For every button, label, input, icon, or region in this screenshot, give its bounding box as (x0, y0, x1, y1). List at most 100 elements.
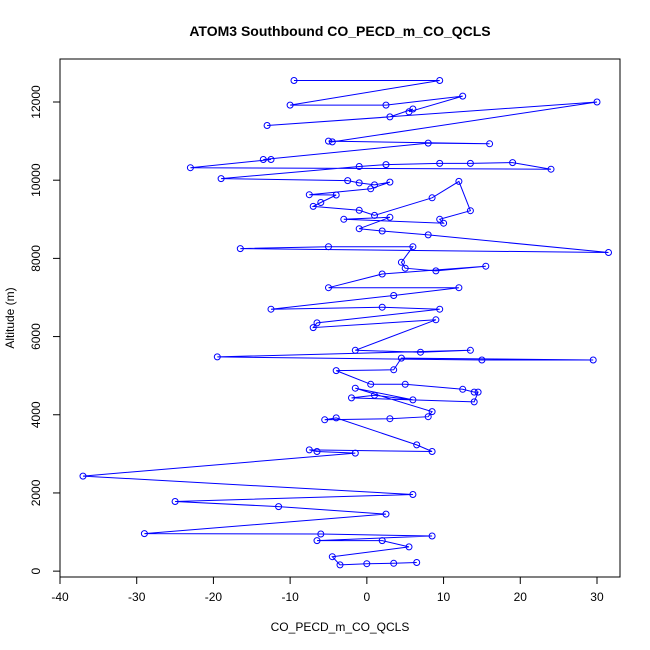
data-point (482, 262, 490, 270)
data-point (405, 543, 413, 551)
data-point (401, 264, 409, 272)
data-point (455, 177, 463, 185)
data-point (401, 380, 409, 388)
y-axis: 0 2000 4000 6000 8000 10000 12000 (29, 85, 61, 574)
data-point (140, 530, 148, 538)
data-point (355, 163, 363, 170)
data-point (459, 92, 467, 100)
data-point (317, 199, 325, 206)
data-point (317, 530, 325, 538)
data-point (436, 159, 444, 167)
data-point (213, 353, 221, 361)
data-point (351, 384, 359, 392)
data-point (267, 156, 275, 163)
data-point (455, 284, 463, 292)
data-point (313, 319, 321, 327)
data-point (424, 231, 432, 239)
x-tick-label: -40 (51, 590, 69, 604)
data-point (263, 122, 271, 129)
data-point (386, 213, 394, 221)
data-point (332, 191, 340, 199)
data-point (378, 537, 386, 545)
data-point (432, 267, 440, 275)
data-point (79, 472, 87, 480)
data-point (390, 366, 398, 374)
data-point (275, 503, 283, 511)
data-point (321, 416, 329, 424)
data-point (382, 161, 390, 169)
data-point (259, 156, 267, 163)
x-axis: -40 -30 -20 -10 0 10 20 30 (51, 576, 604, 604)
data-point (348, 394, 355, 402)
data-point (474, 388, 482, 396)
data-point (390, 559, 398, 567)
data-point (344, 177, 352, 185)
data-point (325, 243, 332, 251)
data-point (386, 113, 394, 121)
data-point (432, 316, 440, 324)
data-point (351, 449, 359, 457)
data-point (382, 510, 390, 518)
data-point (309, 324, 317, 332)
data-point (371, 391, 378, 399)
data-point (390, 292, 398, 299)
data-point (478, 356, 486, 364)
y-tick-label: 2000 (29, 479, 43, 506)
data-point (171, 498, 179, 505)
data-points-group (79, 77, 612, 569)
data-point (386, 415, 394, 423)
data-point (397, 354, 405, 362)
data-point (355, 206, 363, 214)
data-point (286, 101, 294, 109)
x-tick-label: -10 (281, 590, 299, 604)
x-tick-label: 10 (437, 590, 451, 604)
data-point (424, 139, 432, 147)
data-point (509, 159, 517, 167)
data-point (378, 270, 386, 278)
data-point (428, 532, 436, 540)
data-point (332, 367, 340, 375)
y-tick-label: 8000 (29, 245, 43, 272)
data-point (440, 219, 448, 227)
data-point (486, 140, 494, 148)
data-point (340, 215, 348, 223)
y-axis-label: Altitude (m) (3, 287, 17, 348)
data-point (367, 380, 375, 388)
data-point (428, 194, 436, 202)
data-point (217, 175, 225, 183)
data-point (336, 561, 344, 569)
data-point (382, 101, 390, 109)
y-tick-label: 10000 (29, 163, 43, 197)
data-point (470, 398, 478, 406)
data-point (409, 243, 417, 251)
y-tick-label: 6000 (29, 323, 43, 350)
data-point (386, 178, 394, 186)
data-point (409, 491, 417, 498)
data-point (267, 305, 275, 313)
y-tick-label: 4000 (29, 401, 43, 428)
data-point (313, 537, 321, 545)
data-point (413, 441, 421, 449)
x-tick-label: -20 (205, 590, 223, 604)
x-tick-label: 0 (364, 590, 371, 604)
data-point (589, 356, 597, 364)
data-point (417, 348, 424, 356)
series-line-group (82, 80, 609, 566)
data-point (428, 448, 436, 455)
data-point (436, 215, 444, 223)
data-point (351, 346, 359, 354)
data-point (332, 414, 340, 422)
x-axis-label: CO_PECD_m_CO_QCLS (271, 620, 410, 634)
series-line (82, 80, 609, 566)
y-tick-label: 12000 (29, 85, 43, 119)
data-point (413, 559, 421, 566)
data-point (325, 284, 332, 292)
chart-title: ATOM3 Southbound CO_PECD_m_CO_QCLS (189, 23, 490, 39)
data-point (355, 225, 363, 233)
data-point (371, 181, 378, 189)
data-point (186, 164, 194, 172)
data-point (371, 211, 378, 219)
data-point (397, 258, 405, 266)
